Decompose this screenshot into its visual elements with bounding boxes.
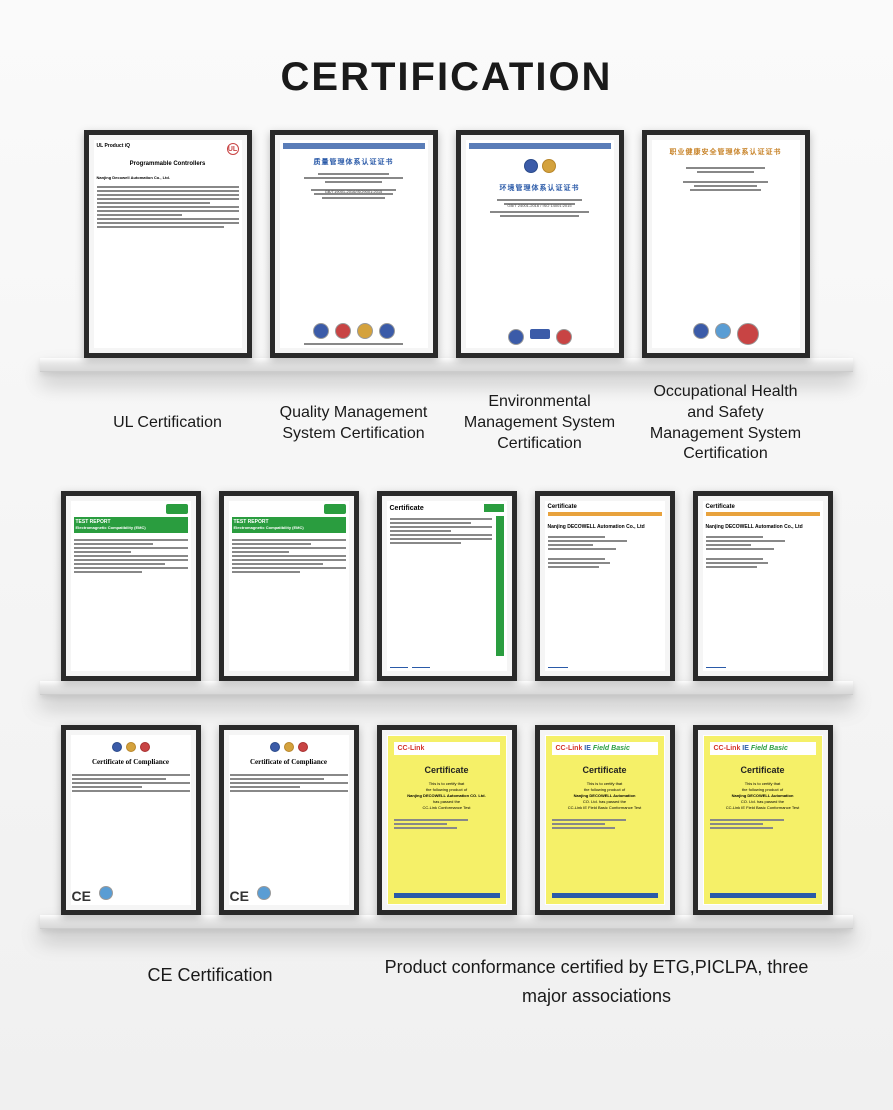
shelf-row-3: Certificate of Compliance CE Certificate… (0, 725, 893, 1011)
stripe (706, 512, 820, 516)
label-conformance: Product conformance certified by ETG,PIC… (360, 953, 833, 1011)
doc-body-text (97, 184, 239, 345)
report-head: TEST REPORTElectromagnetic Compatibility… (232, 517, 346, 533)
shelf-row-2: TEST REPORTElectromagnetic Compatibility… (0, 491, 893, 695)
stripe (548, 512, 662, 516)
pi-logo-icon (484, 504, 504, 512)
cert-ce-2: Certificate of Compliance CE (219, 725, 359, 915)
doc-body (390, 516, 504, 656)
report-head: TEST REPORTElectromagnetic Compatibility… (74, 517, 188, 533)
footer-text (283, 343, 425, 345)
ul-sub: Programmable Controllers (97, 161, 239, 167)
cert-cclink-2: CC-Link IE Field Basic Certificate This … (535, 725, 675, 915)
details (710, 817, 816, 831)
compliance-head: Certificate of Compliance (230, 736, 348, 772)
details (394, 817, 500, 831)
doc-body (72, 772, 190, 878)
dekra-badge-icon (166, 504, 188, 514)
page-title: CERTIFICATION (0, 0, 893, 130)
shelf-bar (40, 358, 853, 372)
shelf-bar (40, 915, 853, 929)
cert-ce-1: Certificate of Compliance CE (61, 725, 201, 915)
cert-ul: UL Product iQ UL Programmable Controllers… (84, 130, 252, 358)
bottom-labels: CE Certification Product conformance cer… (0, 939, 893, 1011)
company: Nanjing DECOWELL Automation Co., Ltd (548, 524, 662, 530)
doc-body (655, 161, 797, 317)
cert-head: Certificate (548, 504, 662, 510)
cclink-body: This is to certify thatthe following pro… (710, 781, 816, 811)
doc-body: GB/T 24001-2016 / ISO 14001:2015 (469, 197, 611, 323)
ce-row: CE (230, 882, 348, 904)
cclink-title: Certificate (552, 765, 658, 775)
signature (548, 662, 568, 668)
seal-row (655, 317, 797, 345)
cclink-body: This is to certify thatthe following pro… (552, 781, 658, 811)
compliance-title: Certificate of Compliance (72, 758, 190, 766)
cert-cclink-3: CC-Link IE Field Basic Certificate This … (693, 725, 833, 915)
label-ohs: Occupational Health and Safety Managemen… (642, 382, 810, 465)
doc-body (548, 534, 662, 658)
cclink-brand: CC-Link IE Field Basic (710, 742, 816, 755)
cclink-brand: CC-Link IE Field Basic (552, 742, 658, 755)
label-ems: Environmental Management System Certific… (456, 382, 624, 465)
cclink-brand: CC-Link (394, 742, 500, 755)
cert-head: Certificate (706, 504, 820, 510)
ul-logo-icon: UL (227, 143, 239, 155)
doc-body: GB/T19001-2016/ISO9001:2015 (283, 171, 425, 317)
cclink-title: Certificate (710, 765, 816, 775)
shelf-row-1: UL Product iQ UL Programmable Controllers… (0, 130, 893, 491)
ce-mark-icon: CE (72, 888, 91, 904)
details (552, 817, 658, 831)
cert-ohs: 职业健康安全管理体系认证证书 (642, 130, 810, 358)
doc-body (230, 772, 348, 878)
cert-orange-1: Certificate Nanjing DECOWELL Automation … (535, 491, 675, 681)
cert-ems: 环境管理体系认证证书 GB/T 24001-2016 / ISO 14001:2… (456, 130, 624, 358)
dekra-badge-icon (324, 504, 346, 514)
doc-body (232, 537, 346, 668)
label-ul: UL Certification (84, 382, 252, 465)
cert-title: 环境管理体系认证证书 (469, 183, 611, 193)
cert-dekra-1: TEST REPORTElectromagnetic Compatibility… (61, 491, 201, 681)
ul-head: UL Product iQ (97, 143, 131, 155)
cclink-body: This is to certify thatthe following pro… (394, 781, 500, 811)
seal-row (283, 317, 425, 339)
seal-row (469, 323, 611, 345)
cclink-title: Certificate (394, 765, 500, 775)
labels-row-1: UL Certification Quality Management Syst… (0, 382, 893, 491)
stripe (283, 143, 425, 149)
cert-title: 质量管理体系认证证书 (283, 157, 425, 167)
compliance-head: Certificate of Compliance (72, 736, 190, 772)
cert-title: 职业健康安全管理体系认证证书 (655, 147, 797, 157)
signature (706, 662, 726, 668)
ul-company: Nanjing Decowell Automation Co., Ltd. (97, 175, 239, 180)
ce-row: CE (72, 882, 190, 904)
shelf-bar (40, 681, 853, 695)
doc-body (74, 537, 188, 668)
cc-foot (394, 893, 500, 898)
sig-row (390, 660, 504, 668)
cc-foot (710, 893, 816, 898)
pi-head: Certificate (390, 505, 424, 512)
cert-dekra-2: TEST REPORTElectromagnetic Compatibility… (219, 491, 359, 681)
doc-body (706, 534, 820, 658)
cert-orange-2: Certificate Nanjing DECOWELL Automation … (693, 491, 833, 681)
label-ce: CE Certification (60, 953, 360, 1011)
cc-foot (552, 893, 658, 898)
company: Nanjing DECOWELL Automation Co., Ltd (706, 524, 820, 530)
label-qms: Quality Management System Certification (270, 382, 438, 465)
badge-row (469, 159, 611, 173)
cert-qms: 质量管理体系认证证书 GB/T19001-2016/ISO9001:2015 (270, 130, 438, 358)
ce-mark-icon: CE (230, 888, 249, 904)
cert-cclink-1: CC-Link Certificate This is to certify t… (377, 725, 517, 915)
compliance-title: Certificate of Compliance (230, 758, 348, 766)
stripe (469, 143, 611, 149)
cert-pi: Certificate (377, 491, 517, 681)
